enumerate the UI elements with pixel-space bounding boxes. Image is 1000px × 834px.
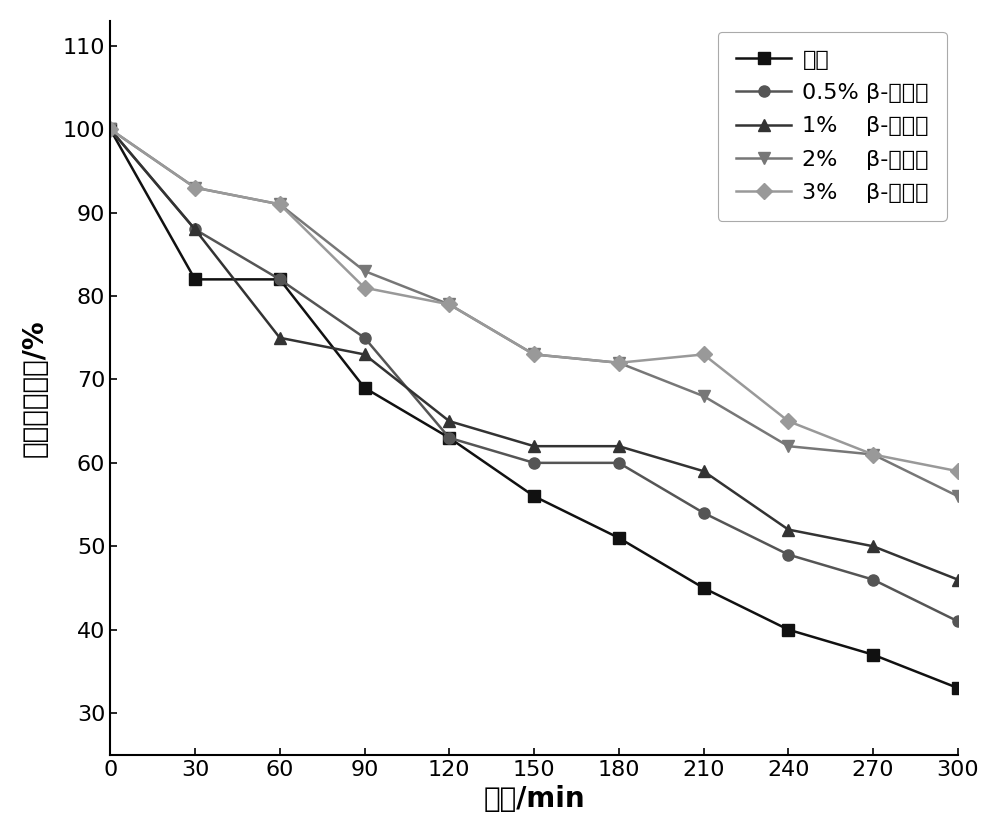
对照 [952,683,964,693]
2%    β-环糊精 [189,183,201,193]
对照 [274,274,286,284]
3%    β-环糊精 [189,183,201,193]
2%    β-环糊精 [952,491,964,501]
Line: 对照: 对照 [105,123,963,694]
0.5% β-环糊精 [952,616,964,626]
Line: 0.5% β-环糊精: 0.5% β-环糊精 [105,123,963,627]
3%    β-环糊精 [528,349,540,359]
0.5% β-环糊精 [189,224,201,234]
3%    β-环糊精 [104,124,116,134]
Line: 3%    β-环糊精: 3% β-环糊精 [105,123,963,477]
对照 [867,650,879,660]
2%    β-环糊精 [274,199,286,209]
对照 [613,533,625,543]
2%    β-环糊精 [782,441,794,451]
1%    β-环糊精 [528,441,540,451]
0.5% β-环糊精 [104,124,116,134]
3%    β-环糊精 [274,199,286,209]
对照 [528,491,540,501]
1%    β-环糊精 [359,349,371,359]
3%    β-环糊精 [952,466,964,476]
0.5% β-环糊精 [359,333,371,343]
0.5% β-环糊精 [698,508,710,518]
Legend: 对照, 0.5% β-环糊精, 1%    β-环糊精, 2%    β-环糊精, 3%    β-环糊精: 对照, 0.5% β-环糊精, 1% β-环糊精, 2% β-环糊精, 3% β… [718,32,947,221]
对照 [189,274,201,284]
1%    β-环糊精 [782,525,794,535]
X-axis label: 时间/min: 时间/min [483,785,585,813]
3%    β-环糊精 [698,349,710,359]
2%    β-环糊精 [528,349,540,359]
0.5% β-环糊精 [613,458,625,468]
1%    β-环糊精 [274,333,286,343]
2%    β-环糊精 [867,450,879,460]
0.5% β-环糊精 [274,274,286,284]
Line: 1%    β-环糊精: 1% β-环糊精 [105,123,963,585]
2%    β-环糊精 [443,299,455,309]
3%    β-环糊精 [782,416,794,426]
0.5% β-环糊精 [782,550,794,560]
1%    β-环糊精 [104,124,116,134]
2%    β-环糊精 [613,358,625,368]
0.5% β-环糊精 [867,575,879,585]
Y-axis label: 花色苷残留率/%: 花色苷残留率/% [21,319,49,456]
1%    β-环糊精 [613,441,625,451]
3%    β-环糊精 [613,358,625,368]
1%    β-环糊精 [443,416,455,426]
对照 [698,583,710,593]
对照 [443,433,455,443]
2%    β-环糊精 [104,124,116,134]
0.5% β-环糊精 [528,458,540,468]
Line: 2%    β-环糊精: 2% β-环糊精 [105,123,963,502]
3%    β-环糊精 [359,283,371,293]
1%    β-环糊精 [189,224,201,234]
0.5% β-环糊精 [443,433,455,443]
1%    β-环糊精 [867,541,879,551]
2%    β-环糊精 [359,266,371,276]
对照 [104,124,116,134]
对照 [359,383,371,393]
3%    β-环糊精 [443,299,455,309]
1%    β-环糊精 [952,575,964,585]
对照 [782,625,794,635]
1%    β-环糊精 [698,466,710,476]
2%    β-环糊精 [698,391,710,401]
3%    β-环糊精 [867,450,879,460]
